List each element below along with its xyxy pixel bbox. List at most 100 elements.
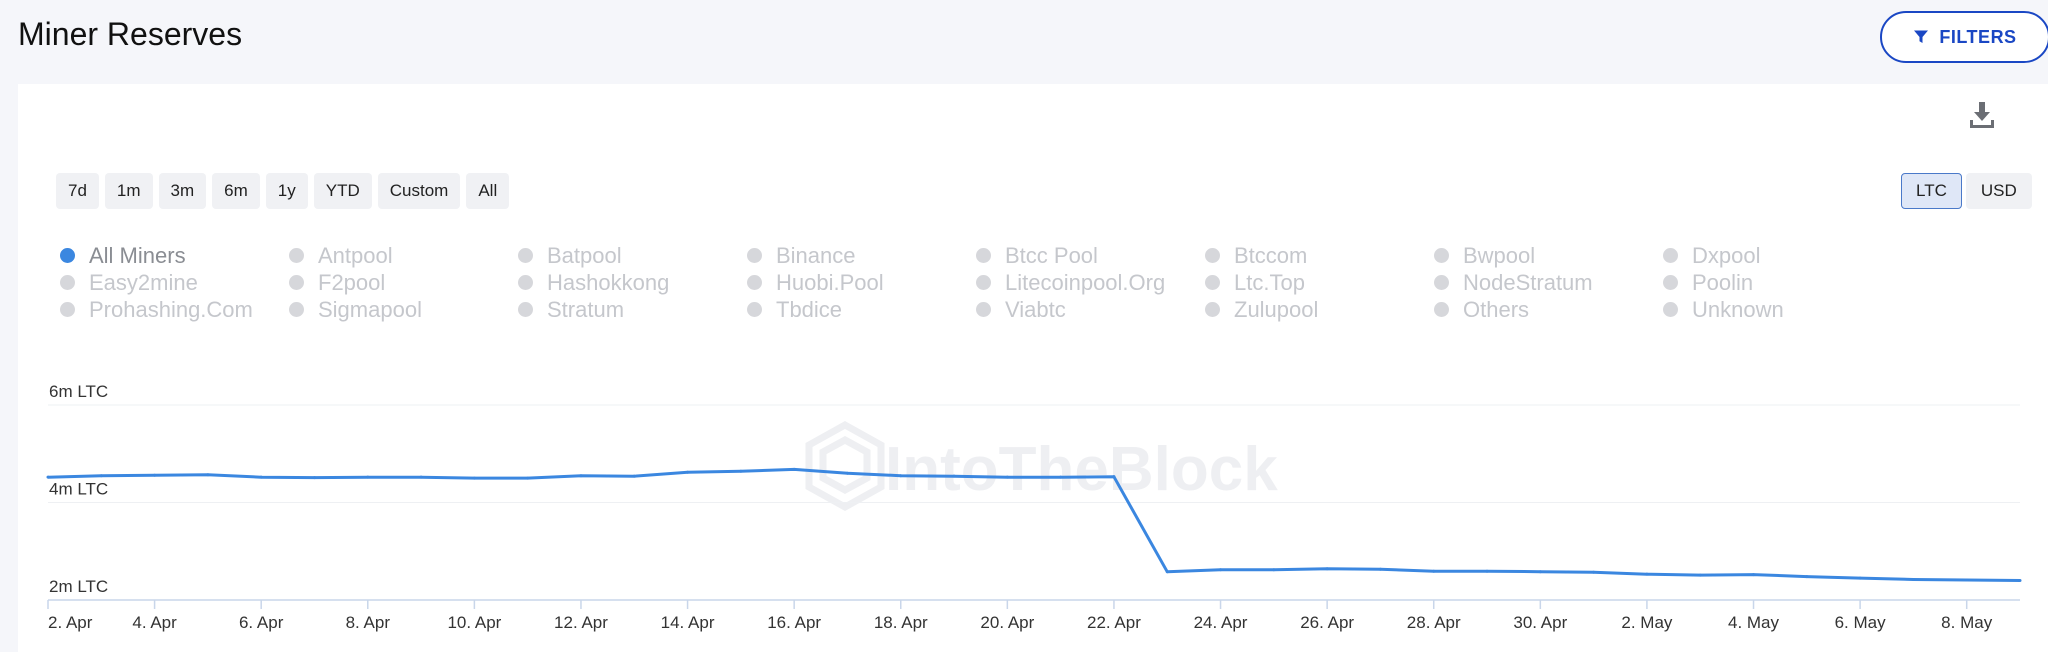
data-point	[792, 467, 796, 471]
legend-item[interactable]: Others	[1434, 296, 1663, 322]
data-point	[845, 471, 849, 475]
x-tick-label: 14. Apr	[661, 613, 715, 632]
legend-label: Antpool	[318, 242, 393, 268]
legend-label: Viabtc	[1005, 296, 1066, 322]
data-point	[1965, 578, 1969, 582]
data-point	[1432, 569, 1436, 573]
x-tick-label: 2. Apr	[48, 613, 93, 632]
legend-label: Poolin	[1692, 269, 1754, 295]
range-all-button[interactable]: All	[466, 173, 510, 209]
download-icon[interactable]	[1967, 100, 1997, 130]
legend-item[interactable]: Stratum	[518, 297, 747, 322]
legend-item[interactable]: All Miners	[60, 243, 289, 268]
legend-dot-icon	[289, 302, 304, 317]
legend-item[interactable]: Prohashing.Com	[60, 297, 289, 322]
x-tick-label: 4. May	[1728, 613, 1780, 632]
filters-button[interactable]: FILTERS	[1880, 11, 2048, 63]
data-point	[153, 473, 157, 477]
legend-item[interactable]: Huobi.Pool	[747, 269, 976, 295]
legend-item[interactable]: Btcc Pool	[976, 242, 1205, 268]
time-range-selector: 7d 1m 3m 6m 1y YTD Custom All	[56, 173, 510, 209]
data-point	[1485, 569, 1489, 573]
data-point	[472, 476, 476, 480]
x-tick-label: 22. Apr	[1087, 613, 1141, 632]
legend-dot-icon	[289, 248, 304, 263]
legend-item[interactable]: Hashokkong	[518, 270, 747, 295]
legend-label: Bwpool	[1463, 242, 1536, 268]
legend-label: Unknown	[1692, 296, 1784, 322]
page-title: Miner Reserves	[18, 16, 243, 52]
legend-item[interactable]: Litecoinpool.Org	[976, 270, 1205, 295]
legend-dot-icon	[747, 275, 762, 290]
watermark-logo-icon	[805, 420, 885, 512]
x-tick-label: 4. Apr	[132, 613, 177, 632]
legend-item[interactable]: Tbdice	[747, 297, 976, 322]
legend-item[interactable]: Ltc.Top	[1205, 270, 1434, 295]
unit-ltc-button[interactable]: LTC	[1901, 173, 1962, 209]
legend-dot-icon	[60, 248, 75, 263]
legend-label: Btcc Pool	[1005, 242, 1098, 268]
data-point	[1752, 573, 1756, 577]
data-point	[1592, 570, 1596, 574]
legend-label: Others	[1463, 296, 1530, 322]
data-point	[952, 474, 956, 478]
legend-item[interactable]: Bwpool	[1434, 242, 1663, 268]
data-point	[1165, 570, 1169, 574]
data-point	[259, 475, 263, 479]
legend-label: Dxpool	[1692, 242, 1761, 268]
range-custom-button[interactable]: Custom	[377, 173, 461, 209]
legend-item[interactable]: Viabtc	[976, 296, 1205, 322]
data-point	[739, 469, 743, 473]
legend-item[interactable]: Batpool	[518, 242, 747, 268]
legend-dot-icon	[60, 275, 75, 290]
legend-dot-icon	[1434, 275, 1449, 290]
data-point	[312, 476, 316, 480]
data-point	[1272, 568, 1276, 572]
legend-item[interactable]: Binance	[747, 243, 976, 268]
data-point	[1378, 567, 1382, 571]
legend-dot-icon	[518, 248, 533, 263]
legend-item[interactable]: Btccom	[1205, 243, 1434, 268]
legend-dot-icon	[1205, 302, 1220, 317]
data-point	[1538, 570, 1542, 574]
filter-icon	[1914, 30, 1929, 43]
legend-label: Huobi.Pool	[776, 269, 884, 295]
range-6m-button[interactable]: 6m	[212, 173, 260, 209]
range-1y-button[interactable]: 1y	[265, 173, 308, 209]
legend-item[interactable]: Poolin	[1663, 269, 1892, 295]
x-tick-label: 30. Apr	[1513, 613, 1567, 632]
x-tick-label: 16. Apr	[767, 613, 821, 632]
legend-item[interactable]: Zulupool	[1205, 296, 1434, 322]
legend-dot-icon	[1663, 275, 1678, 290]
legend-dot-icon	[1205, 248, 1220, 263]
y-tick-label: 2m LTC	[49, 577, 108, 596]
range-1m-button[interactable]: 1m	[104, 173, 153, 209]
unit-usd-button[interactable]: USD	[1965, 173, 2032, 209]
series-line	[47, 467, 2021, 582]
data-point	[1645, 572, 1649, 576]
legend-item[interactable]: NodeStratum	[1434, 270, 1663, 295]
legend-item[interactable]: Unknown	[1663, 296, 1892, 322]
data-point	[419, 475, 423, 479]
legend-item[interactable]: Antpool	[289, 242, 518, 268]
legend-dot-icon	[289, 275, 304, 290]
legend-item[interactable]: Sigmapool	[289, 297, 518, 322]
data-point	[1805, 575, 1809, 579]
data-point	[1325, 567, 1329, 571]
legend-label: Batpool	[547, 242, 622, 268]
legend-item[interactable]: Easy2mine	[60, 270, 289, 295]
legend-item[interactable]: F2pool	[289, 270, 518, 295]
data-point	[46, 475, 50, 479]
legend-label: Zulupool	[1234, 296, 1319, 322]
range-7d-button[interactable]: 7d	[56, 173, 99, 209]
watermark-text: IntoTheBlock	[885, 435, 1278, 504]
x-tick-label: 6. Apr	[239, 613, 284, 632]
legend-item[interactable]: Dxpool	[1663, 242, 1892, 268]
legend: All Miners Antpool Batpool Binance Btcc Pool…	[60, 242, 1800, 322]
range-3m-button[interactable]: 3m	[158, 173, 207, 209]
legend-dot-icon	[1663, 248, 1678, 263]
x-tick-label: 8. Apr	[346, 613, 391, 632]
range-ytd-button[interactable]: YTD	[313, 173, 372, 209]
data-point	[526, 476, 530, 480]
